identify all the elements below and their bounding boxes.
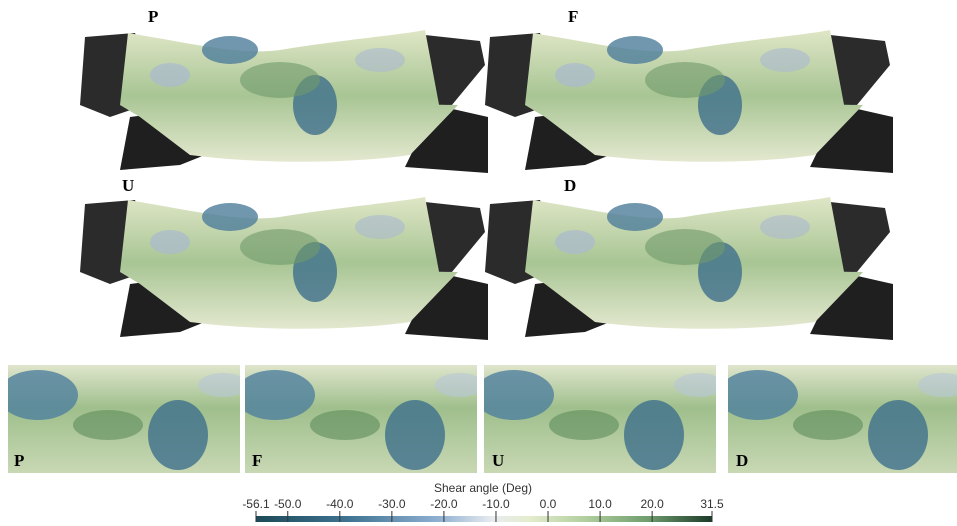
colorbar-tick-label: 31.5: [700, 497, 724, 511]
colorbar-tick-label: -40.0: [326, 497, 354, 511]
render-top-left: [80, 30, 488, 173]
render-mid-left: [80, 197, 488, 340]
colorbar-tick-label: 20.0: [640, 497, 664, 511]
panel-label: D: [564, 176, 576, 195]
crop-4: [728, 365, 957, 473]
colorbar-tick-label: -20.0: [430, 497, 458, 511]
colorbar-tick-label: 10.0: [588, 497, 612, 511]
render-mid-right: [485, 197, 893, 340]
crop-2: [245, 365, 477, 473]
crop-label: U: [492, 451, 504, 470]
colorbar-tick-label: -30.0: [378, 497, 406, 511]
crop-3: [484, 365, 716, 473]
render-top-right: [485, 30, 893, 173]
colorbar-title: Shear angle (Deg): [434, 481, 532, 495]
panel-label: P: [148, 7, 158, 26]
colorbar-tick-label: -10.0: [482, 497, 510, 511]
crop-label: D: [736, 451, 748, 470]
panel-label: F: [568, 7, 578, 26]
colorbar-tick-label: -56.1: [242, 497, 270, 511]
colorbar-tick-label: -50.0: [274, 497, 302, 511]
colorbar: [256, 516, 712, 522]
crop-label: P: [14, 451, 24, 470]
crop-label: F: [252, 451, 262, 470]
panel-label: U: [122, 176, 134, 195]
crop-1: [8, 365, 240, 473]
colorbar-tick-label: 0.0: [540, 497, 557, 511]
